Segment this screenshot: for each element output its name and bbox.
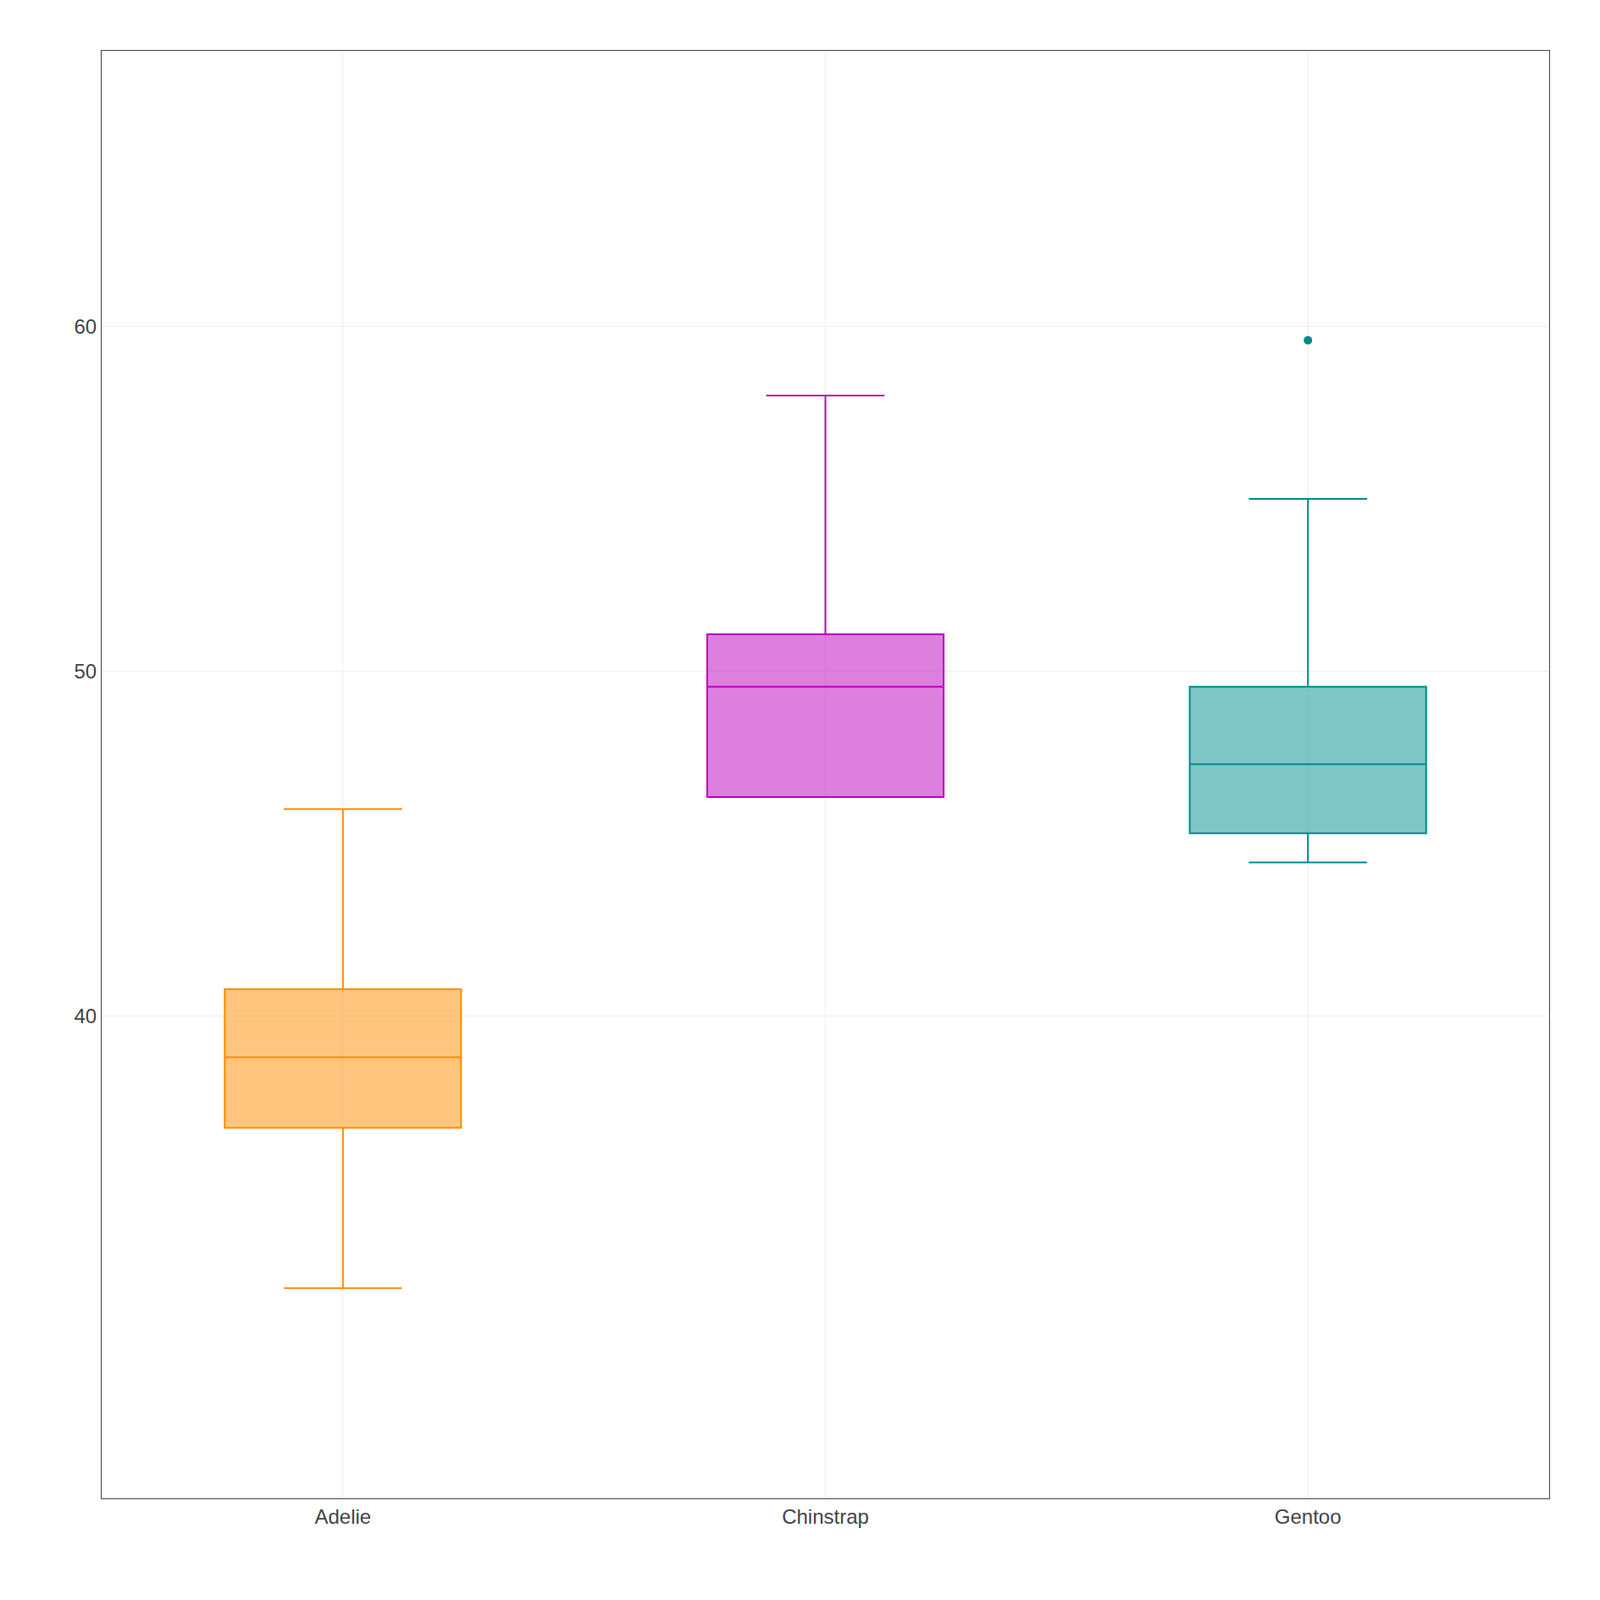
svg-text:60: 60	[73, 315, 97, 338]
svg-text:Chinstrap: Chinstrap	[781, 1505, 870, 1529]
svg-text:Adelie: Adelie	[314, 1505, 371, 1529]
svg-text:40: 40	[73, 1004, 97, 1028]
svg-text:Gentoo: Gentoo	[1274, 1505, 1342, 1529]
svg-text:50: 50	[73, 659, 97, 683]
